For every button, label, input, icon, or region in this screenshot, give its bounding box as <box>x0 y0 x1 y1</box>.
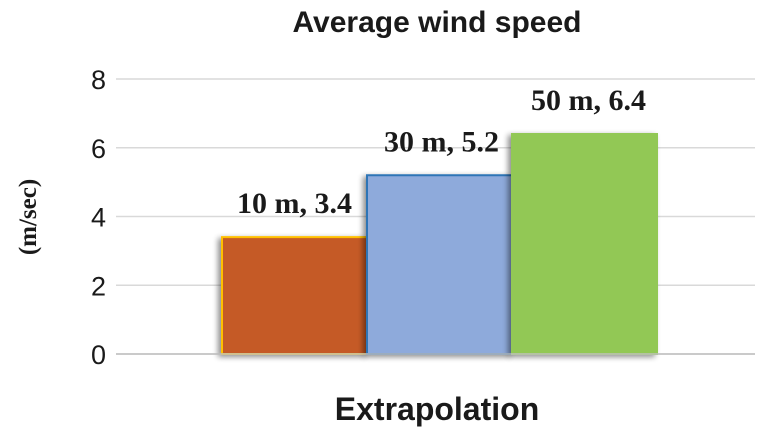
data-labels: 10 m, 3.4 30 m, 5.2 50 m, 6.4 <box>237 84 646 220</box>
data-label: 50 m, 6.4 <box>531 84 646 117</box>
y-tick-label: 4 <box>91 203 106 233</box>
bars <box>221 133 658 355</box>
y-axis-label: (m/sec) <box>15 179 42 255</box>
chart-title: Average wind speed <box>293 6 582 39</box>
bar-30m <box>366 174 513 355</box>
data-label: 30 m, 5.2 <box>384 125 499 158</box>
y-tick-label: 2 <box>91 271 106 301</box>
data-label: 10 m, 3.4 <box>237 187 352 220</box>
bar-10m <box>221 236 368 355</box>
bar-50m <box>511 133 658 355</box>
y-tick-label: 0 <box>91 340 106 370</box>
y-axis-ticks: 0 2 4 6 8 <box>91 65 106 370</box>
x-axis-label: Extrapolation <box>335 391 539 427</box>
y-tick-label: 6 <box>91 134 106 164</box>
y-tick-label: 8 <box>91 65 106 95</box>
